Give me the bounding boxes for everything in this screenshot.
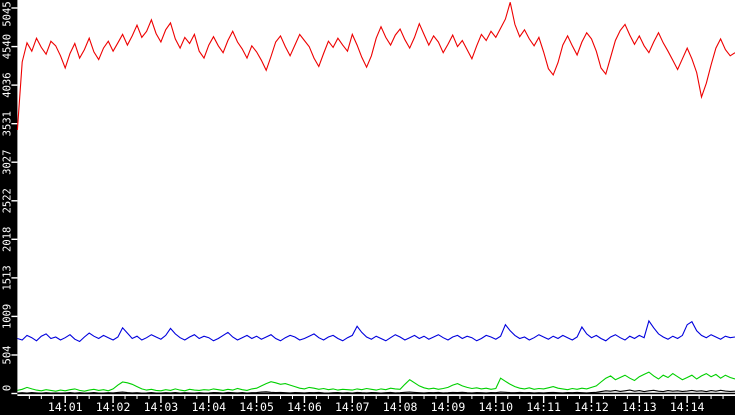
x-axis: 14:01 14:02 14:03 14:04 14:05 14:06 14:07 14:08… [17,392,735,414]
x-tick-label: 14:12 [574,400,609,414]
plot-area [16,2,735,394]
y-tick-label: 1009 [2,304,14,329]
x-tick-label: 14:06 [287,400,322,414]
y-tick-label: 2018 [2,227,14,252]
black-series-line [17,389,735,394]
red-series-line [16,2,735,130]
y-tick-label: 4540 [2,34,14,59]
y-tick-label: 504 [2,346,14,365]
x-tick-label: 14:07 [335,400,370,414]
x-tick-label: 14:02 [96,400,131,414]
x-tick-label: 14:09 [431,400,466,414]
y-tick-label: 5045 [2,1,14,26]
blue-series-line [17,319,735,343]
y-tick-label: 2522 [2,188,14,213]
x-tick-label: 14:14 [670,400,705,414]
x-tick-label: 14:05 [239,400,274,414]
y-tick-label: 1513 [2,265,14,290]
y-tick-label: 0 [2,385,14,391]
x-tick-label: 14:13 [622,400,657,414]
plot-background [17,0,735,396]
y-tick-label: 3027 [2,150,14,175]
y-tick-label: 4036 [2,72,14,97]
green-series-line [17,371,735,392]
x-tick-label: 14:08 [383,400,418,414]
x-tick-label: 14:01 [48,400,83,414]
y-tick-label: 3531 [2,111,14,136]
y-axis: 0 504 1009 1513 2018 2522 3027 3531 4036 4540 5045 [2,1,18,395]
x-tick-label: 14:10 [478,400,513,414]
x-tick-label: 14:03 [144,400,179,414]
x-tick-label: 14:04 [191,400,226,414]
x-tick-label: 14:11 [526,400,561,414]
